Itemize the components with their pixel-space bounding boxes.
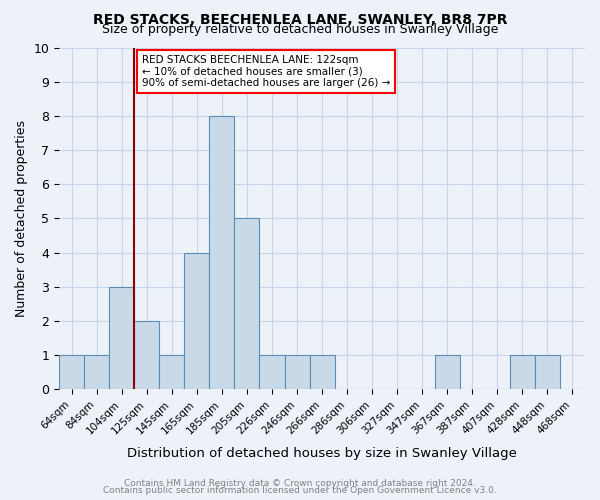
Text: RED STACKS, BEECHENLEA LANE, SWANLEY, BR8 7PR: RED STACKS, BEECHENLEA LANE, SWANLEY, BR… (93, 12, 507, 26)
Text: Contains HM Land Registry data © Crown copyright and database right 2024.: Contains HM Land Registry data © Crown c… (124, 478, 476, 488)
Bar (160, 355, 184, 390)
Bar (535, 355, 560, 390)
Bar (284, 355, 310, 390)
Bar (435, 355, 460, 390)
Bar (310, 355, 335, 390)
Bar (209, 116, 235, 390)
Bar (84, 355, 109, 390)
Text: Size of property relative to detached houses in Swanley Village: Size of property relative to detached ho… (102, 22, 498, 36)
Text: RED STACKS BEECHENLEA LANE: 122sqm
← 10% of detached houses are smaller (3)
90% : RED STACKS BEECHENLEA LANE: 122sqm ← 10%… (142, 55, 390, 88)
Bar (235, 218, 259, 390)
Bar (134, 321, 160, 390)
Text: Contains public sector information licensed under the Open Government Licence v3: Contains public sector information licen… (103, 486, 497, 495)
Y-axis label: Number of detached properties: Number of detached properties (15, 120, 28, 317)
Bar (59, 355, 84, 390)
Bar (184, 252, 209, 390)
X-axis label: Distribution of detached houses by size in Swanley Village: Distribution of detached houses by size … (127, 447, 517, 460)
Bar (510, 355, 535, 390)
Bar (259, 355, 284, 390)
Bar (109, 287, 134, 390)
